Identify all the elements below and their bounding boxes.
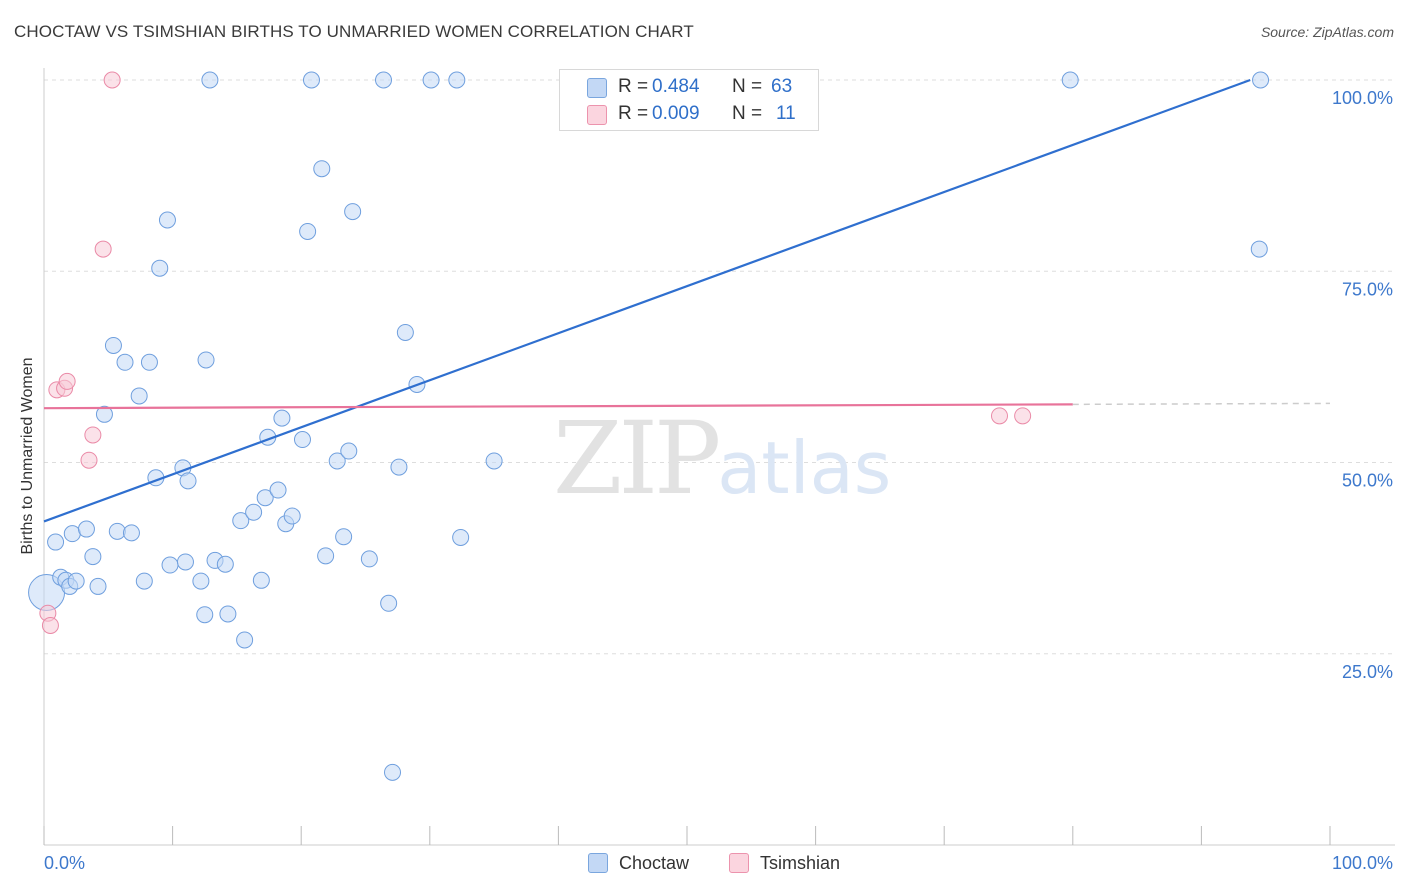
choctaw-point [1252,71,1270,89]
choctaw-point [390,458,408,476]
choctaw-point [151,259,169,277]
choctaw-point [273,409,291,427]
tsimshian-point [84,426,102,444]
choctaw-point [176,553,194,571]
choctaw-point [192,572,210,590]
bottom-legend-label-choctaw: Choctaw [619,853,690,873]
choctaw-point [452,528,470,546]
choctaw-point [448,71,466,89]
legend-swatch-choctaw [587,78,607,98]
choctaw-point [116,353,134,371]
bottom-legend-label-tsimshian: Tsimshian [760,853,841,873]
legend-n-label: N = [732,76,763,97]
legend-n-value: 63 [771,76,793,97]
choctaw-point [283,507,301,525]
choctaw-point [340,442,358,460]
choctaw-point [196,606,214,624]
choctaw-point [302,71,320,89]
choctaw-point [396,323,414,341]
x-tick-label: 0.0% [44,853,85,873]
choctaw-point [236,631,254,649]
choctaw-point [216,555,234,573]
y-tick-label: 75.0% [1342,279,1393,299]
y-tick-label: 50.0% [1342,471,1393,491]
choctaw-point [1250,240,1268,258]
choctaw-point [47,533,65,551]
choctaw-point [344,203,362,221]
legend-n-value: 11 [776,103,796,124]
choctaw-point [158,211,176,229]
x-tick-label: 100.0% [1332,853,1393,873]
tsimshian-point [103,71,121,89]
choctaw-point [485,452,503,470]
watermark-zip: ZIP [553,400,721,517]
legend-r-label: R = [618,76,649,97]
tsimshian-point [990,407,1008,425]
choctaw-point [95,405,113,423]
choctaw-point [422,71,440,89]
choctaw-point [161,556,179,574]
tsimshian-point [58,372,76,390]
watermark: ZIPatlas [553,400,891,517]
tsimshian-trend-extension [1072,402,1331,406]
chart-source: Source: ZipAtlas.com [1260,24,1394,40]
choctaw-point [313,160,331,178]
legend-r-value: 0.484 [652,76,700,97]
choctaw-point [197,351,215,369]
choctaw-point [245,503,263,521]
choctaw-point [380,594,398,612]
tsimshian-point [1014,407,1032,425]
choctaw-point [360,550,378,568]
bottom-legend-swatch-tsimshian [729,853,749,873]
y-tick-label: 100.0% [1332,88,1393,108]
legend-r-label: R = [618,103,649,124]
choctaw-trend-line [43,78,1251,523]
y-axis-label: Births to Unmarried Women [19,357,36,555]
choctaw-point [269,481,287,499]
choctaw-point [140,353,158,371]
choctaw-point [108,522,126,540]
tsimshian-point [41,616,59,634]
choctaw-point [375,71,393,89]
choctaw-point [293,431,311,449]
choctaw-point [1061,71,1079,89]
choctaw-point [130,387,148,405]
choctaw-point [84,548,102,566]
legend-n-label: N = [732,103,763,124]
choctaw-point [179,472,197,490]
choctaw-point [77,520,95,538]
choctaw-point [335,528,353,546]
y-tick-label: 25.0% [1342,662,1393,682]
tsimshian-trend-line [43,403,1073,410]
choctaw-point [89,577,107,595]
choctaw-point [201,71,219,89]
tsimshian-point [94,240,112,258]
legend-swatch-tsimshian [587,105,607,125]
choctaw-point [63,525,81,543]
chart-title: CHOCTAW VS TSIMSHIAN BIRTHS TO UNMARRIED… [14,22,694,41]
choctaw-point [317,547,335,565]
tsimshian-point [80,451,98,469]
choctaw-point [232,512,250,530]
choctaw-point [135,572,153,590]
choctaw-point [219,605,237,623]
choctaw-point [122,524,140,542]
bottom-legend-swatch-choctaw [588,853,608,873]
choctaw-point [299,222,317,240]
watermark-atlas: atlas [717,426,892,510]
choctaw-point [104,336,122,354]
choctaw-point [328,452,346,470]
choctaw-point [384,763,402,781]
choctaw-point [252,571,270,589]
choctaw-point [67,572,85,590]
stats-legend: R = 0.484 N = 63 R = 0.009 N = 11 [559,69,819,131]
choctaw-point [256,489,274,507]
legend-r-value: 0.009 [652,103,700,124]
